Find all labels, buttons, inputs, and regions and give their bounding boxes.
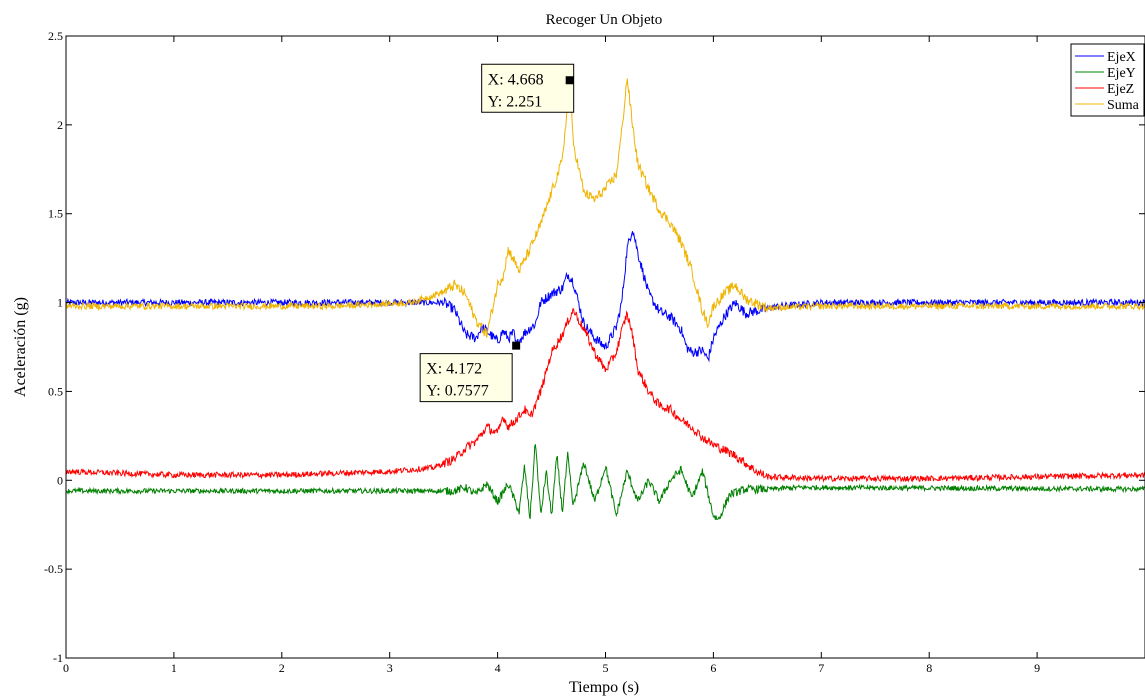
y-axis-label: Aceleración (g) [12,297,29,397]
y-tick-label: 1.5 [48,207,63,221]
datatip-box [481,63,575,113]
datatip-x-text: X: 4.668 [488,71,544,88]
x-tick-label: 2 [279,661,285,675]
y-tick-label: 2.5 [48,29,63,43]
legend-label: EjeY [1107,66,1136,81]
series-line-ejey [66,444,1145,520]
datatip-marker[interactable] [565,76,574,85]
y-tick-label: -1 [53,651,63,665]
legend-label: EjeX [1107,50,1136,65]
y-tick-label: 0.5 [48,384,63,398]
x-tick-label: 5 [603,661,609,675]
y-tick-label: 1 [57,296,63,310]
chart-title: Recoger Un Objeto [546,12,663,28]
datatip-marker[interactable] [512,341,521,350]
x-tick-label: 3 [387,661,393,675]
datatip-y-text: Y: 0.7577 [426,383,489,400]
series-line-ejex [66,231,1145,363]
datatip-x-text: X: 4.172 [426,361,482,378]
x-tick-label: 1 [171,661,177,675]
x-tick-label: 8 [926,661,932,675]
legend-label: Suma [1107,98,1140,113]
x-tick-label: 6 [710,661,716,675]
datatip[interactable]: X: 4.668 Y: 2.251 [481,63,575,113]
datatip-box [419,353,513,403]
y-tick-label: 0 [57,473,63,487]
legend-label: EjeZ [1107,82,1134,97]
datatip[interactable]: X: 4.172 Y: 0.7577 [419,341,521,403]
datatip-y-text: Y: 2.251 [488,93,543,110]
ticks-layer: 0 1 2 3 4 5 6 7 8 9 -1 -0.5 0 0.5 1 1.5 2 2.5 [44,29,1145,675]
x-tick-label: 0 [63,661,69,675]
datatip-layer: X: 4.668 Y: 2.251 X: 4.172 Y: 0.7577 [419,63,575,403]
plot-background [66,36,1145,658]
series-layer [66,78,1145,520]
x-axis-label: Tiempo (s) [569,679,639,696]
series-line-ejez [66,308,1145,484]
plot-area: 0 1 2 3 4 5 6 7 8 9 -1 -0.5 0 0.5 1 1.5 2 2.5 X: 4.668 Y: … [44,29,1145,675]
y-tick-label: -0.5 [44,562,63,576]
series-line-suma [66,78,1145,338]
y-tick-label: 2 [57,118,63,132]
x-tick-label: 7 [818,661,824,675]
x-tick-label: 4 [495,661,501,675]
x-tick-label: 9 [1034,661,1040,675]
